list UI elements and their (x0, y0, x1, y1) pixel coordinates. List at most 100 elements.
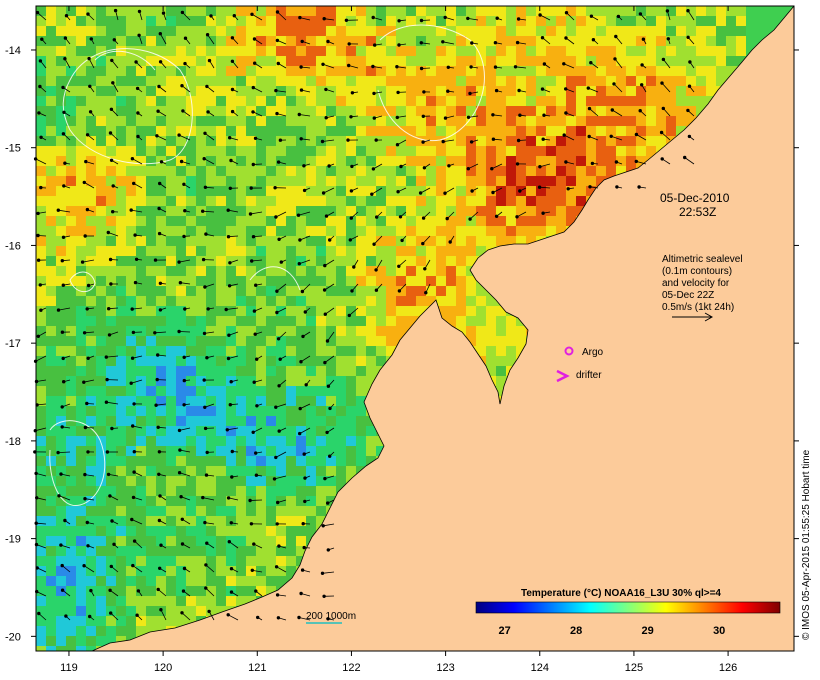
sst-cell (236, 276, 246, 286)
sst-cell (56, 126, 66, 136)
sst-cell (136, 556, 146, 566)
sst-cell (386, 346, 396, 356)
sst-cell (196, 296, 206, 306)
sst-cell (496, 376, 506, 386)
sst-cell (126, 146, 136, 156)
sst-cell (246, 126, 256, 136)
sst-cell (106, 296, 116, 306)
sst-cell (296, 386, 306, 396)
sst-cell (176, 526, 186, 536)
sst-cell (416, 196, 426, 206)
sst-cell (376, 116, 386, 126)
sst-cell (316, 216, 326, 226)
sst-cell (366, 376, 376, 386)
sst-cell (506, 146, 516, 156)
sst-cell (296, 466, 306, 476)
sst-cell (106, 506, 116, 516)
sst-cell (126, 616, 136, 626)
sst-cell (336, 136, 346, 146)
sst-cell (396, 256, 406, 266)
sst-cell (596, 96, 606, 106)
sst-cell (276, 196, 286, 206)
sst-cell (406, 96, 416, 106)
sst-cell (556, 46, 566, 56)
sst-cell (326, 216, 336, 226)
sst-cell (196, 286, 206, 296)
sst-cell (76, 306, 86, 316)
sst-cell (336, 206, 346, 216)
sst-cell (96, 616, 106, 626)
sst-cell (126, 286, 136, 296)
sst-cell (316, 166, 326, 176)
sst-cell (106, 426, 116, 436)
sst-cell (306, 476, 316, 486)
sst-cell (206, 526, 216, 536)
sst-cell (306, 226, 316, 236)
sst-cell (36, 216, 46, 226)
sst-cell (346, 306, 356, 316)
sst-cell (306, 276, 316, 286)
velocity-vector-head (540, 87, 545, 91)
sst-cell (156, 226, 166, 236)
sst-cell (166, 256, 176, 266)
sst-cell (516, 66, 526, 76)
sst-cell (676, 116, 686, 126)
sst-cell (286, 186, 296, 196)
sst-cell (246, 166, 256, 176)
sst-cell (426, 36, 436, 46)
velocity-vector-head (134, 60, 138, 64)
sst-cell (216, 476, 226, 486)
velocity-vector-head (108, 131, 113, 135)
sst-cell (166, 456, 176, 466)
velocity-vector-head (302, 164, 306, 168)
sst-cell (326, 476, 336, 486)
sst-cell (196, 496, 206, 506)
sst-cell (106, 546, 116, 556)
sst-cell (86, 316, 96, 326)
sst-cell (606, 156, 616, 166)
sst-cell (366, 256, 376, 266)
sst-cell (246, 396, 256, 406)
sst-cell (406, 316, 416, 326)
sst-cell (376, 86, 386, 96)
sst-cell (286, 26, 296, 36)
sst-cell (296, 226, 306, 236)
sst-cell (96, 596, 106, 606)
sst-cell (166, 76, 176, 86)
sst-cell (246, 116, 256, 126)
sst-cell (426, 226, 436, 236)
sst-cell (416, 146, 426, 156)
sst-cell (376, 156, 386, 166)
sst-cell (266, 486, 276, 496)
sst-cell (296, 76, 306, 86)
sst-cell (376, 306, 386, 316)
sst-cell (196, 46, 206, 56)
sst-cell (586, 176, 596, 186)
sst-cell (426, 116, 436, 126)
sst-cell (256, 476, 266, 486)
sst-cell (696, 16, 706, 26)
velocity-vector-head (638, 108, 642, 113)
sst-cell (146, 346, 156, 356)
sst-cell (366, 216, 376, 226)
sst-cell (36, 436, 46, 446)
sst-cell (126, 276, 136, 286)
sst-cell (76, 506, 86, 516)
sst-cell (66, 436, 76, 446)
velocity-vector-head (686, 108, 690, 113)
sst-cell (426, 26, 436, 36)
sst-cell (206, 366, 216, 376)
sst-cell (326, 106, 336, 116)
sst-cell (286, 166, 296, 176)
sst-cell (496, 86, 506, 96)
sst-cell (56, 546, 66, 556)
sst-cell (656, 136, 666, 146)
sst-cell (256, 66, 266, 76)
sst-cell (86, 606, 96, 616)
sst-cell (476, 206, 486, 216)
sst-cell (236, 326, 246, 336)
sst-cell (146, 386, 156, 396)
sst-cell (46, 646, 56, 651)
sst-cell (446, 316, 456, 326)
velocity-vector-head (374, 138, 378, 142)
